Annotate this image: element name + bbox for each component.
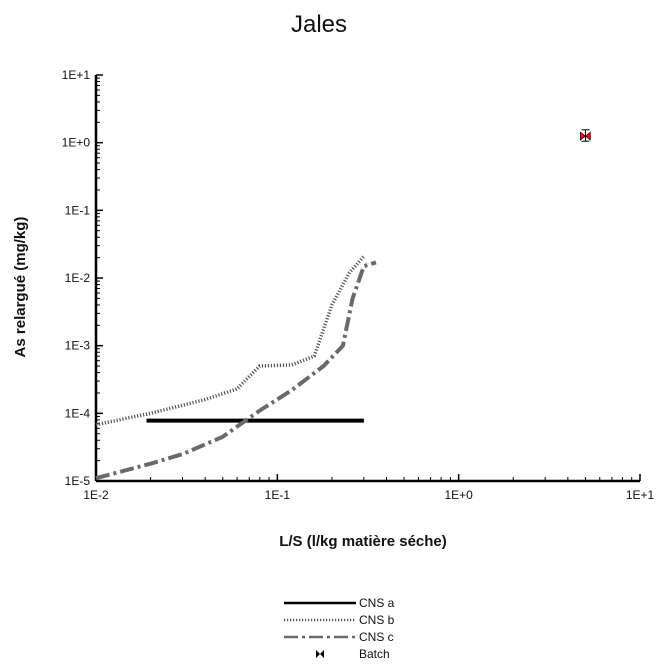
y-axis-label: As relargué (mg/kg) <box>12 217 29 358</box>
x-tick-label: 1E+0 <box>444 488 473 502</box>
legend-label: CNS b <box>359 613 395 627</box>
legend-swatch-batch <box>316 650 324 658</box>
chart-title: Jales <box>291 11 347 38</box>
x-tick-label: 1E+1 <box>626 488 655 502</box>
series-line-cns-c <box>95 260 377 481</box>
x-tick-label: 1E-1 <box>265 488 291 502</box>
y-tick-label: 1E-5 <box>65 474 91 488</box>
y-tick-label: 1E-3 <box>65 339 91 353</box>
y-tick-label: 1E-1 <box>65 203 91 217</box>
x-tick-label: 1E-2 <box>83 488 109 502</box>
legend: CNS a CNS b CNS c Batch <box>284 596 395 661</box>
y-tick-label: 1E-4 <box>65 406 91 420</box>
plot-area: 1E-2 1E-1 1E+0 1E+1 1E-5 1E-4 1E-3 1E-2 1E-1 1E+0… <box>62 68 655 502</box>
legend-label: Batch <box>359 647 390 661</box>
legend-label: CNS c <box>359 630 394 644</box>
y-tick-label: 1E-2 <box>65 271 91 285</box>
legend-label: CNS a <box>359 596 395 610</box>
y-tick-label: 1E+0 <box>62 136 91 150</box>
y-tick-label: 1E+1 <box>62 68 91 82</box>
series-line-cns-b <box>95 255 366 427</box>
x-axis-label: L/S (l/kg matière séche) <box>279 533 447 550</box>
batch-point <box>580 131 591 141</box>
